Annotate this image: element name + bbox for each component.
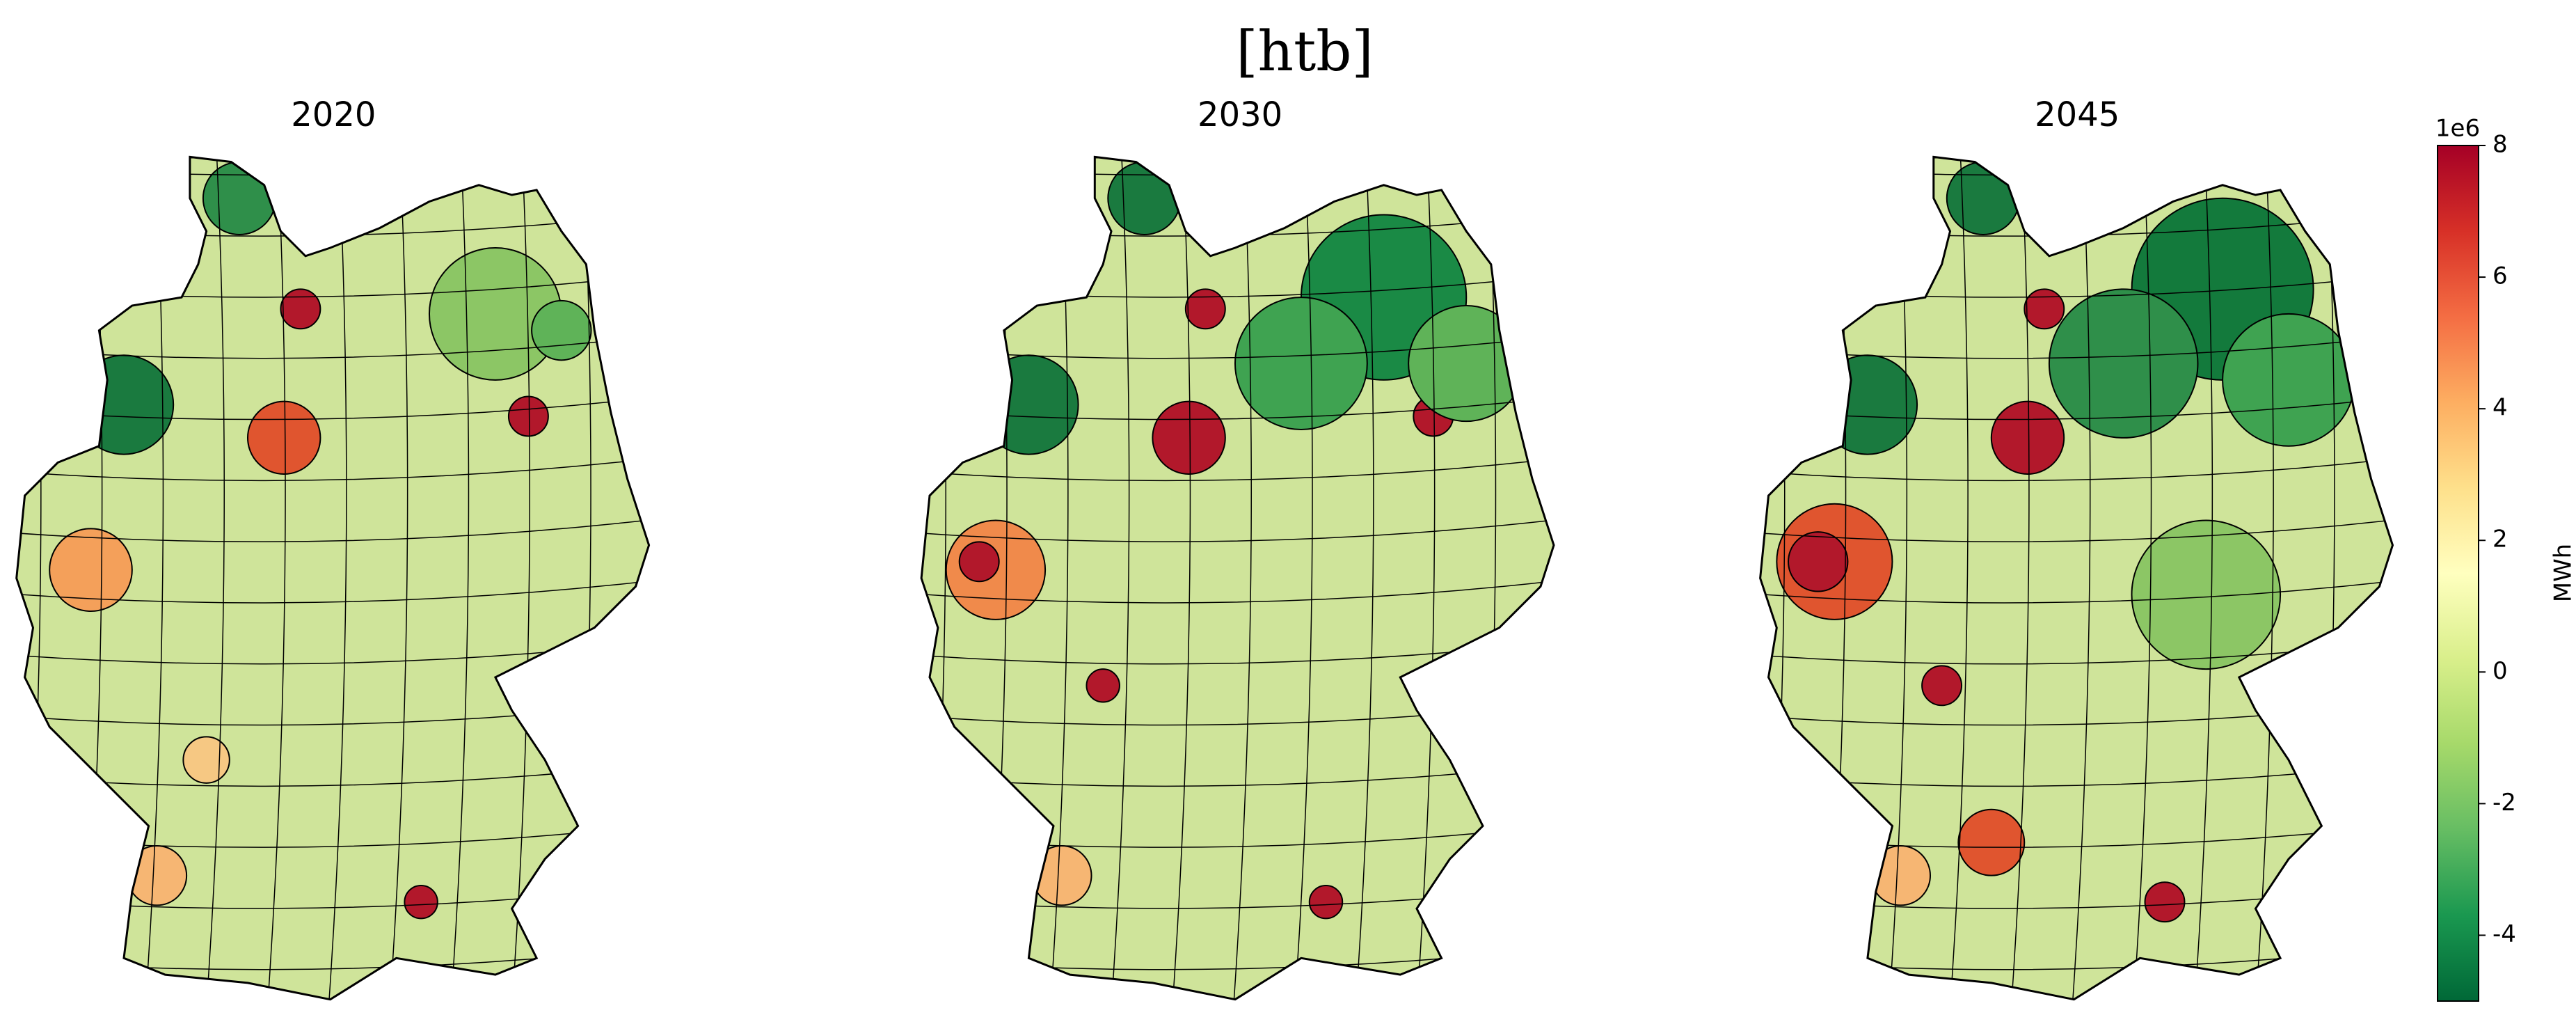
district-border (267, 157, 286, 1000)
region (2144, 881, 2186, 923)
region (1107, 161, 1182, 236)
colorbar-tick-label: -2 (2492, 789, 2516, 817)
district-border (2193, 157, 2213, 1000)
district-border (2133, 157, 2152, 1000)
region (1184, 288, 1226, 330)
region (2222, 313, 2355, 447)
country-border (15, 155, 651, 1001)
district-border (1760, 579, 2393, 604)
district-border (921, 518, 1554, 542)
district-border (389, 157, 408, 1000)
region (182, 736, 230, 784)
region (1787, 531, 1849, 592)
region (1152, 400, 1226, 475)
district-border (450, 157, 470, 1000)
region (2131, 519, 2282, 670)
region (1946, 161, 2021, 236)
district-border (921, 579, 1554, 604)
region (49, 528, 133, 613)
region (507, 395, 549, 437)
colorbar-tick-label: 8 (2492, 131, 2508, 159)
region (2024, 288, 2065, 330)
colorbar-offset: 1e6 (2435, 115, 2480, 143)
district-border (1760, 457, 2393, 482)
region (1086, 668, 1120, 703)
district-border (1355, 157, 1374, 1000)
district-border (1232, 157, 1252, 1000)
district-border (1294, 157, 1313, 1000)
region (958, 541, 1000, 583)
district-border (2255, 157, 2274, 1000)
district-border (1949, 157, 1969, 1000)
region (280, 288, 321, 330)
colorbar-tick-label: -4 (2492, 920, 2516, 948)
map-title: 2020 (291, 95, 376, 134)
district-border (921, 457, 1554, 482)
district-border (2072, 157, 2091, 1000)
country-border (1759, 155, 2394, 1001)
district-border (16, 579, 649, 604)
district-border (1172, 157, 1191, 1000)
district-border (921, 157, 1554, 176)
map-title: 2030 (1198, 95, 1282, 134)
colorbar-tick-label: 6 (2492, 262, 2508, 290)
district-border (1111, 157, 1130, 1000)
district-border (205, 157, 225, 1000)
colorbar (2437, 145, 2479, 1002)
country-border (920, 155, 1555, 1001)
region (2048, 288, 2199, 439)
region (1990, 400, 2065, 475)
region (404, 884, 438, 920)
region (1817, 354, 1918, 455)
district-border (1760, 518, 2393, 542)
region (978, 354, 1079, 455)
district-border (2010, 157, 2030, 1000)
district-border (1416, 157, 1436, 1000)
colorbar-tick-label: 2 (2492, 526, 2508, 553)
map-title: 2045 (2035, 95, 2120, 134)
district-border (16, 518, 649, 542)
map (920, 155, 1555, 1001)
district-border (1760, 157, 2393, 176)
region (1308, 884, 1344, 920)
district-border (328, 157, 347, 1000)
region (1957, 808, 2026, 876)
colorbar-label: MWh (2550, 544, 2576, 603)
colorbar-tick-label: 0 (2492, 657, 2508, 685)
district-border (16, 157, 649, 176)
district-border (16, 457, 649, 482)
region (1234, 297, 1368, 431)
region (73, 354, 175, 455)
colorbar-tick-label: 4 (2492, 394, 2508, 422)
region (202, 161, 277, 236)
region (246, 400, 321, 475)
district-border (511, 157, 530, 1000)
region (531, 299, 592, 361)
map (1759, 155, 2394, 1001)
map (15, 155, 651, 1001)
figure-title: [htb] (1236, 19, 1373, 84)
region (1921, 665, 1963, 707)
